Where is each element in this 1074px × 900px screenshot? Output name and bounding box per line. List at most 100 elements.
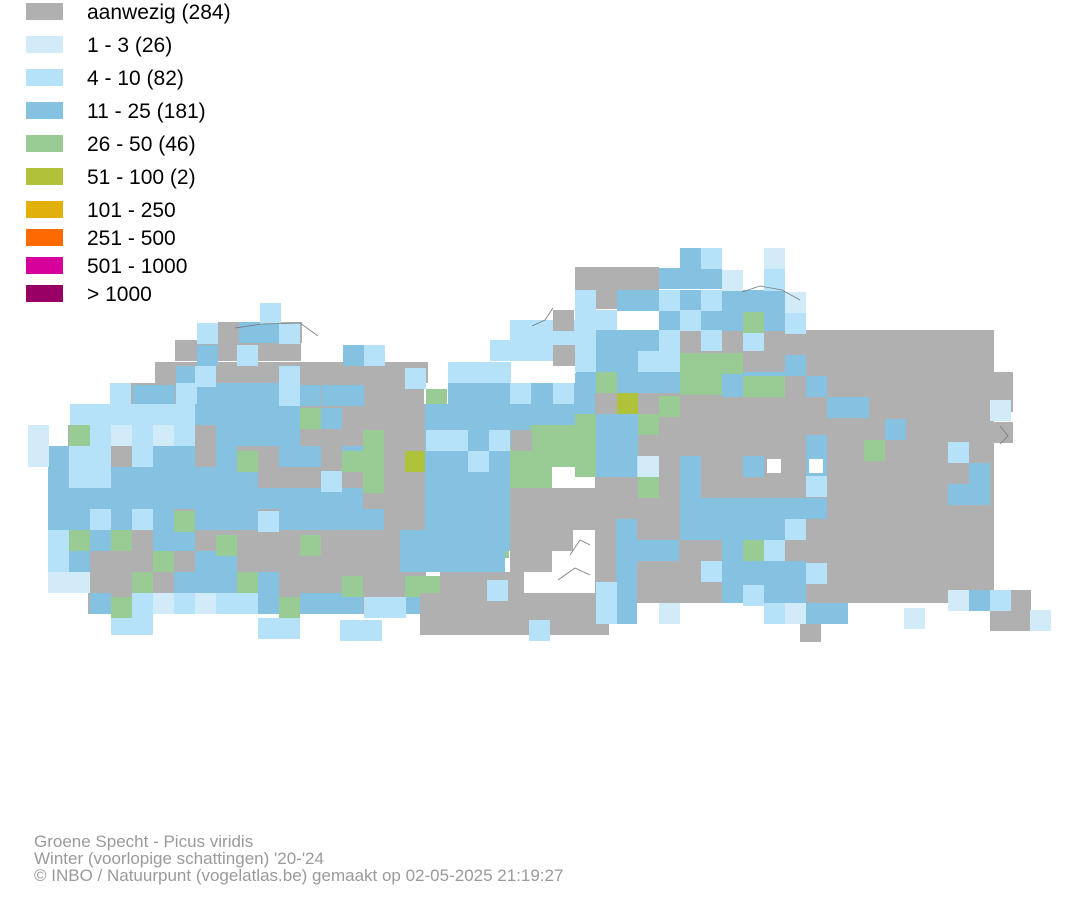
map-cell	[342, 467, 363, 488]
map-cell	[48, 572, 69, 593]
map-cell	[260, 322, 281, 343]
map-cell	[701, 498, 722, 519]
map-cell	[659, 268, 680, 289]
map-cell	[525, 593, 546, 614]
map-cell	[785, 603, 806, 624]
map-cell	[784, 414, 805, 435]
map-cell	[617, 351, 638, 372]
map-cell	[488, 509, 509, 530]
map-cell	[48, 446, 69, 467]
map-cell	[743, 330, 764, 351]
map-cell	[69, 530, 90, 551]
map-cell	[680, 374, 701, 395]
map-cell	[510, 551, 531, 572]
map-cell	[658, 477, 679, 498]
map-cell	[323, 362, 344, 383]
map-cell	[237, 404, 258, 425]
legend-label: 1 - 3 (26)	[87, 34, 173, 57]
map-cell	[531, 530, 552, 551]
map-cell	[462, 593, 483, 614]
map-cell	[279, 618, 300, 639]
map-cell	[868, 519, 889, 540]
legend-label: 11 - 25 (181)	[87, 100, 206, 123]
map-cell	[321, 551, 342, 572]
map-cell	[258, 404, 279, 425]
map-cell	[363, 404, 384, 425]
map-cell	[952, 561, 973, 582]
map-cell	[637, 393, 658, 414]
map-cell	[950, 422, 971, 443]
map-cell	[910, 435, 931, 456]
map-cell	[384, 488, 405, 509]
map-cell	[363, 472, 384, 493]
map-cell	[425, 446, 446, 467]
map-cell	[446, 467, 467, 488]
map-cell	[530, 404, 551, 425]
map-cell	[931, 330, 952, 351]
map-cell	[637, 498, 658, 519]
map-cell	[440, 572, 461, 593]
map-cell	[237, 593, 258, 614]
map-cell	[363, 430, 384, 451]
legend-swatch	[26, 229, 63, 246]
map-cell	[826, 498, 847, 519]
legend-swatch	[26, 257, 63, 274]
map-cell	[868, 414, 889, 435]
map-cell	[575, 373, 596, 394]
map-cell	[910, 414, 931, 435]
map-cell	[721, 435, 742, 456]
map-cell	[800, 621, 821, 642]
map-cell	[722, 498, 743, 519]
map-cell	[509, 404, 530, 425]
map-cell	[637, 540, 658, 561]
map-cell	[868, 330, 889, 351]
legend-item: 26 - 50 (46)	[26, 133, 326, 159]
map-cell	[299, 425, 320, 446]
map-cell	[90, 488, 111, 509]
map-cell	[259, 340, 280, 361]
map-cell	[680, 456, 701, 477]
map-cell	[363, 509, 384, 530]
map-cell	[531, 488, 552, 509]
map-cell	[174, 425, 195, 446]
map-cell	[679, 540, 700, 561]
map-cell	[806, 476, 827, 497]
map-cell	[216, 425, 237, 446]
map-cell	[489, 430, 510, 451]
map-cell	[764, 498, 785, 519]
map-cell	[784, 477, 805, 498]
map-cell	[595, 477, 616, 498]
map-cell	[153, 551, 174, 572]
map-cell	[300, 572, 321, 593]
map-cell	[341, 425, 362, 446]
map-cell	[510, 320, 531, 341]
map-cell	[153, 530, 174, 551]
map-cell	[153, 425, 174, 446]
map-cell	[701, 290, 722, 311]
map-cell	[827, 603, 848, 624]
map-cell	[195, 509, 216, 530]
map-cell	[617, 267, 638, 288]
map-cell	[596, 456, 617, 477]
map-cell	[363, 488, 384, 509]
map-cell	[596, 414, 617, 435]
map-cell	[722, 310, 743, 331]
map-cell	[931, 456, 952, 477]
map-cell	[467, 404, 488, 425]
map-cell	[785, 313, 806, 334]
map-cell	[889, 393, 910, 414]
legend-item: 101 - 250	[26, 199, 326, 225]
map-cell	[785, 519, 806, 540]
map-cell	[321, 509, 342, 530]
map-cell	[69, 446, 90, 467]
map-cell	[575, 290, 596, 311]
map-cell	[992, 422, 1013, 443]
map-cell	[743, 290, 764, 311]
map-cell	[743, 540, 764, 561]
map-cell	[448, 383, 469, 404]
map-cell	[483, 614, 504, 635]
map-cell	[616, 498, 637, 519]
map-cell	[279, 509, 300, 530]
map-cell	[575, 351, 596, 372]
